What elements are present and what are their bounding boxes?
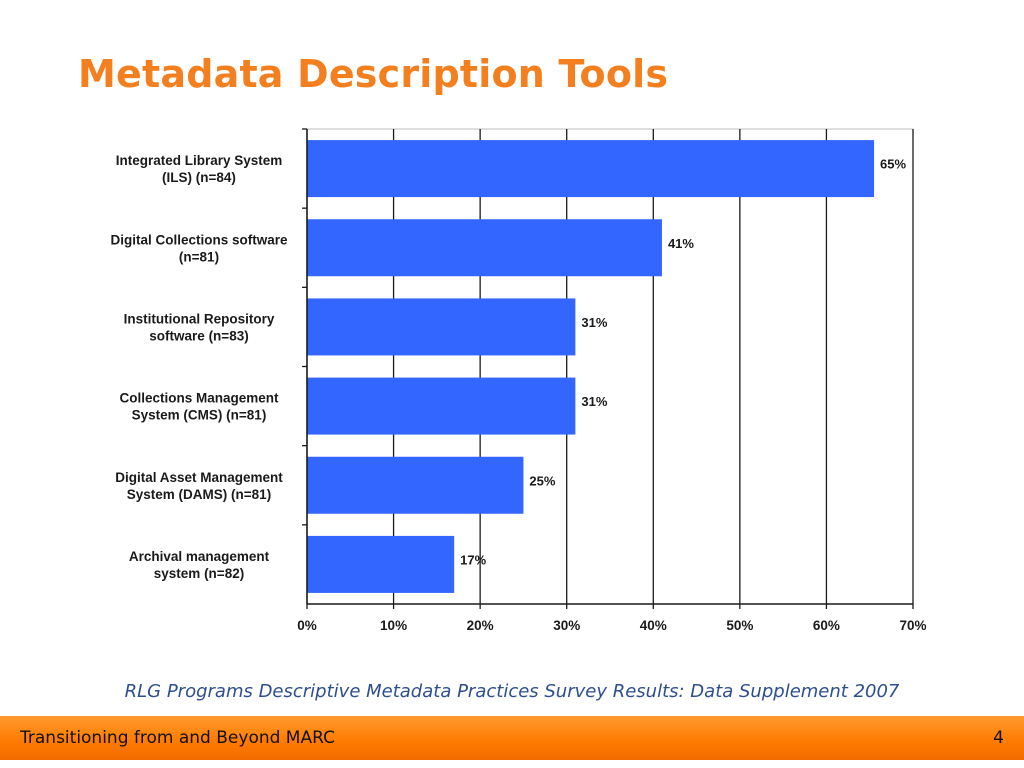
category-label: Integrated Library System: [116, 153, 283, 168]
category-label: Digital Collections software: [110, 232, 288, 247]
x-tick-label: 0%: [297, 618, 317, 633]
bar: [307, 377, 576, 435]
page-number: 4: [993, 728, 1004, 748]
x-tick-label: 10%: [380, 618, 407, 633]
axes: [302, 128, 914, 609]
data-label: 17%: [460, 552, 486, 567]
data-label: 31%: [581, 394, 607, 409]
footer-bar: Transitioning from and Beyond MARC 4: [0, 716, 1024, 760]
category-label: System (CMS) (n=81): [132, 408, 267, 423]
x-tick-label: 20%: [467, 618, 494, 633]
x-tick-label: 60%: [813, 618, 840, 633]
x-tick-label: 70%: [899, 618, 926, 633]
category-label: system (n=82): [154, 566, 244, 581]
x-tick-label: 30%: [553, 618, 580, 633]
gridlines: [306, 128, 914, 605]
plot-area-frame: [306, 128, 914, 605]
bar: [307, 219, 662, 277]
category-label: Digital Asset Management: [115, 470, 283, 485]
bar: [307, 535, 455, 593]
bar-chart: 0% 10% 20% 30% 40% 50% 60% 70% Integrated Librar…: [110, 128, 927, 633]
data-label: 25%: [529, 473, 555, 488]
x-tick-label: 40%: [640, 618, 667, 633]
category-label: Archival management: [129, 549, 270, 564]
category-label: (ILS) (n=84): [162, 170, 236, 185]
category-label: Institutional Repository: [124, 311, 275, 326]
bars: [307, 140, 875, 593]
data-label: 31%: [581, 315, 607, 330]
bar: [307, 140, 875, 198]
bar: [307, 456, 524, 514]
data-label: 65%: [880, 157, 906, 172]
category-label: software (n=83): [149, 328, 248, 343]
labels: 0% 10% 20% 30% 40% 50% 60% 70% Integrated Librar…: [110, 153, 926, 633]
category-label: (n=81): [179, 249, 219, 264]
bar: [307, 298, 576, 356]
category-label: System (DAMS) (n=81): [127, 487, 271, 502]
source-caption: RLG Programs Descriptive Metadata Practi…: [124, 681, 900, 702]
slide-title: Metadata Description Tools: [78, 52, 669, 96]
category-label: Collections Management: [119, 391, 279, 406]
x-tick-label: 50%: [726, 618, 753, 633]
data-label: 41%: [668, 236, 694, 251]
footer-title: Transitioning from and Beyond MARC: [20, 728, 335, 748]
